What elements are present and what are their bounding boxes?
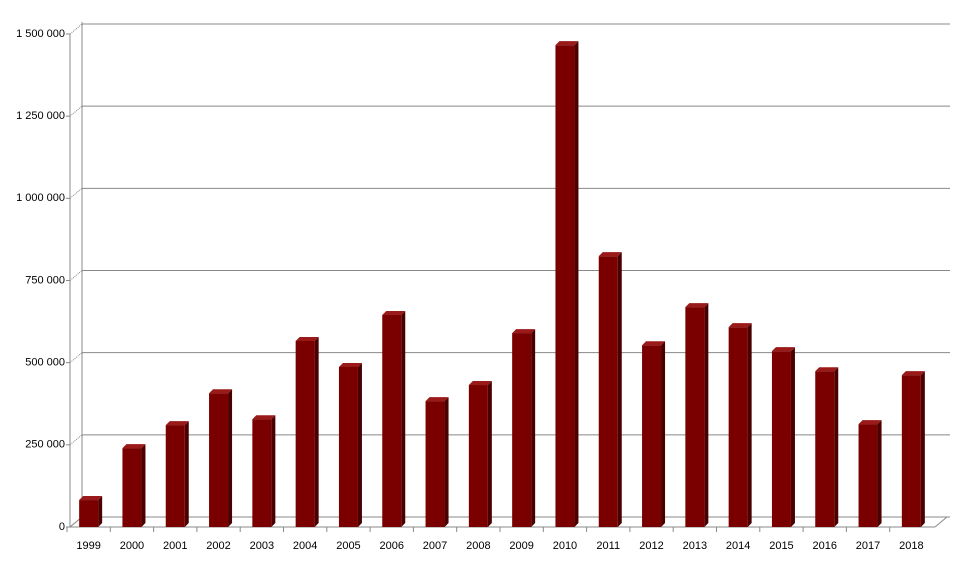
bar	[338, 366, 358, 527]
bar-side	[357, 362, 362, 527]
bar-top	[252, 415, 276, 420]
bar-side	[574, 41, 579, 527]
bar	[771, 351, 791, 527]
bar-top	[209, 389, 233, 394]
bar-top	[728, 323, 752, 328]
bar-top	[858, 420, 882, 425]
x-tick-label: 1999	[76, 540, 100, 552]
bar-top	[642, 341, 666, 346]
depth-line	[69, 516, 83, 528]
bar-top	[598, 252, 622, 257]
bar	[512, 333, 532, 527]
x-tick-label: 2006	[380, 540, 404, 552]
bar-top	[771, 347, 795, 352]
bar	[858, 424, 878, 527]
y-tick-label: 1 250 000	[16, 110, 65, 122]
bar-side	[661, 341, 666, 527]
bar-top	[512, 329, 536, 334]
bar-top	[382, 311, 406, 316]
x-tick-label: 2015	[769, 540, 793, 552]
bar-side	[271, 415, 276, 527]
depth-line	[69, 187, 83, 199]
x-tick-label: 2004	[293, 540, 317, 552]
bar-side	[747, 323, 752, 527]
bar	[815, 371, 835, 527]
y-tick-label: 0	[59, 521, 65, 533]
x-tick-label: 2013	[683, 540, 707, 552]
bar-side	[98, 496, 103, 527]
bar-top	[468, 381, 492, 386]
y-tick-label: 1 000 000	[16, 192, 65, 204]
bar	[728, 327, 748, 527]
y-tick-label: 250 000	[25, 439, 65, 451]
bar-top	[338, 362, 362, 367]
depth-line	[69, 434, 83, 446]
bar-top	[165, 421, 189, 426]
x-tick-label: 2012	[639, 540, 663, 552]
bar-side	[314, 336, 319, 527]
depth-line	[69, 352, 83, 364]
bar	[165, 425, 185, 527]
bar	[468, 385, 488, 527]
bar	[555, 45, 575, 527]
y-tick-label: 1 500 000	[16, 28, 65, 40]
bar	[901, 375, 921, 527]
x-tick-label: 2011	[596, 540, 620, 552]
bar	[122, 448, 142, 527]
bar	[425, 401, 445, 527]
x-tick-label: 2001	[163, 540, 187, 552]
bar	[209, 393, 229, 527]
x-tick-label: 2010	[553, 540, 577, 552]
bar	[295, 340, 315, 527]
bar-top	[901, 371, 925, 376]
x-tick-label: 2009	[509, 540, 533, 552]
bar	[598, 256, 618, 527]
bar-top	[295, 336, 319, 341]
bar	[642, 345, 662, 527]
bar-top	[685, 303, 709, 308]
x-tick-label: 2008	[466, 540, 490, 552]
bar-side	[531, 329, 536, 527]
bar-side	[704, 303, 709, 527]
x-tick-label: 2007	[423, 540, 447, 552]
bar-side	[920, 371, 925, 527]
bar-side	[834, 367, 839, 527]
bar-side	[401, 311, 406, 527]
bar-side	[487, 381, 492, 527]
depth-line	[69, 270, 83, 281]
x-tick-label: 2018	[899, 540, 923, 552]
bar-side	[617, 252, 622, 528]
bar-side	[141, 444, 146, 527]
bar-top	[815, 367, 839, 372]
bar	[252, 419, 272, 527]
y-tick-label: 500 000	[25, 357, 65, 369]
x-tick-label: 2003	[250, 540, 274, 552]
bar-side	[877, 420, 882, 527]
bar-side	[444, 397, 449, 527]
x-tick-label: 2016	[813, 540, 837, 552]
bar	[685, 307, 705, 527]
floor-edge	[934, 516, 948, 528]
bar-top	[555, 41, 579, 46]
x-tick-label: 2002	[206, 540, 230, 552]
depth-line	[69, 23, 83, 35]
bar-top	[425, 397, 449, 402]
y-tick-label: 750 000	[25, 274, 65, 286]
bar-side	[790, 347, 795, 527]
bar-side	[184, 421, 189, 527]
bar-side	[228, 389, 233, 527]
bar	[382, 315, 402, 527]
bar-top	[122, 444, 146, 449]
bar-top	[79, 496, 103, 501]
x-tick-label: 2000	[120, 540, 144, 552]
x-tick-label: 2017	[856, 540, 880, 552]
x-tick-label: 2014	[726, 540, 750, 552]
depth-line	[69, 105, 83, 117]
x-tick-label: 2005	[336, 540, 360, 552]
bar	[79, 500, 99, 527]
